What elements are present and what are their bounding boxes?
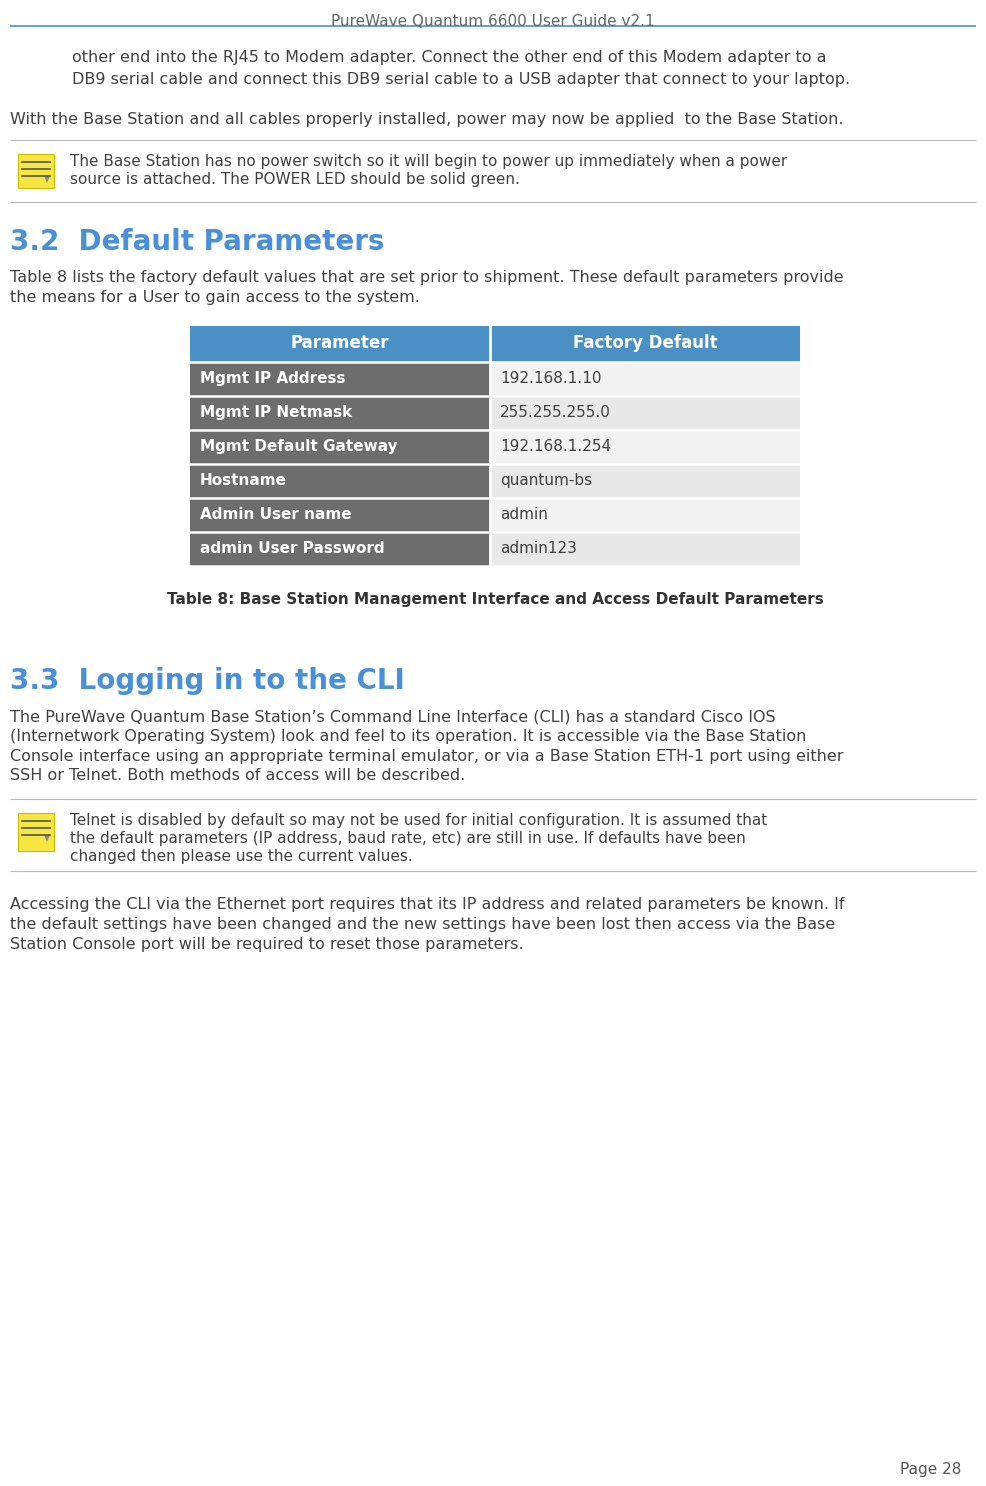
FancyBboxPatch shape — [490, 395, 800, 429]
Text: DB9 serial cable and connect this DB9 serial cable to a USB adapter that connect: DB9 serial cable and connect this DB9 se… — [72, 71, 850, 88]
Text: admin: admin — [500, 507, 548, 522]
FancyBboxPatch shape — [490, 498, 800, 532]
Text: Factory Default: Factory Default — [573, 334, 717, 352]
Text: quantum-bs: quantum-bs — [500, 473, 593, 487]
Text: admin123: admin123 — [500, 541, 577, 556]
FancyBboxPatch shape — [490, 532, 800, 566]
FancyBboxPatch shape — [190, 363, 490, 395]
Text: Telnet is disabled by default so may not be used for initial configuration. It i: Telnet is disabled by default so may not… — [70, 813, 767, 828]
Text: 3.3  Logging in to the CLI: 3.3 Logging in to the CLI — [10, 667, 404, 695]
Text: the default parameters (IP address, baud rate, etc) are still in use. If default: the default parameters (IP address, baud… — [70, 831, 745, 846]
Text: 192.168.1.254: 192.168.1.254 — [500, 438, 611, 455]
Text: Table 8: Base Station Management Interface and Access Default Parameters: Table 8: Base Station Management Interfa… — [167, 591, 823, 606]
Text: 192.168.1.10: 192.168.1.10 — [500, 372, 601, 386]
FancyBboxPatch shape — [190, 395, 490, 429]
FancyBboxPatch shape — [190, 532, 490, 566]
FancyBboxPatch shape — [490, 429, 800, 464]
Polygon shape — [44, 175, 50, 183]
FancyBboxPatch shape — [18, 813, 54, 851]
Text: The PureWave Quantum Base Station’s Command Line Interface (CLI) has a standard : The PureWave Quantum Base Station’s Comm… — [10, 709, 843, 783]
Text: 3.2  Default Parameters: 3.2 Default Parameters — [10, 227, 385, 256]
Text: Table 8 lists the factory default values that are set prior to shipment. These d: Table 8 lists the factory default values… — [10, 270, 844, 285]
FancyBboxPatch shape — [190, 498, 490, 532]
Text: source is attached. The POWER LED should be solid green.: source is attached. The POWER LED should… — [70, 172, 520, 187]
FancyBboxPatch shape — [490, 363, 800, 395]
FancyBboxPatch shape — [190, 429, 490, 464]
Text: The Base Station has no power switch so it will begin to power up immediately wh: The Base Station has no power switch so … — [70, 155, 787, 169]
Text: admin User Password: admin User Password — [200, 541, 385, 556]
Text: Page 28: Page 28 — [900, 1462, 961, 1477]
FancyBboxPatch shape — [18, 155, 54, 189]
Text: Hostname: Hostname — [200, 473, 287, 487]
FancyBboxPatch shape — [190, 464, 490, 498]
Text: changed then please use the current values.: changed then please use the current valu… — [70, 849, 413, 863]
Text: PureWave Quantum 6600 User Guide v2.1: PureWave Quantum 6600 User Guide v2.1 — [331, 13, 655, 30]
Text: the means for a User to gain access to the system.: the means for a User to gain access to t… — [10, 290, 420, 305]
Text: Mgmt Default Gateway: Mgmt Default Gateway — [200, 438, 397, 455]
Text: Admin User name: Admin User name — [200, 507, 352, 522]
Text: With the Base Station and all cables properly installed, power may now be applie: With the Base Station and all cables pro… — [10, 111, 843, 126]
Text: Accessing the CLI via the Ethernet port requires that its IP address and related: Accessing the CLI via the Ethernet port … — [10, 898, 844, 951]
Polygon shape — [44, 835, 50, 843]
Text: other end into the RJ45 to Modem adapter. Connect the other end of this Modem ad: other end into the RJ45 to Modem adapter… — [72, 51, 826, 65]
Text: Mgmt IP Address: Mgmt IP Address — [200, 372, 345, 386]
Text: Parameter: Parameter — [291, 334, 389, 352]
FancyBboxPatch shape — [190, 325, 800, 363]
Text: 255.255.255.0: 255.255.255.0 — [500, 406, 611, 421]
FancyBboxPatch shape — [490, 464, 800, 498]
Text: Mgmt IP Netmask: Mgmt IP Netmask — [200, 406, 352, 421]
